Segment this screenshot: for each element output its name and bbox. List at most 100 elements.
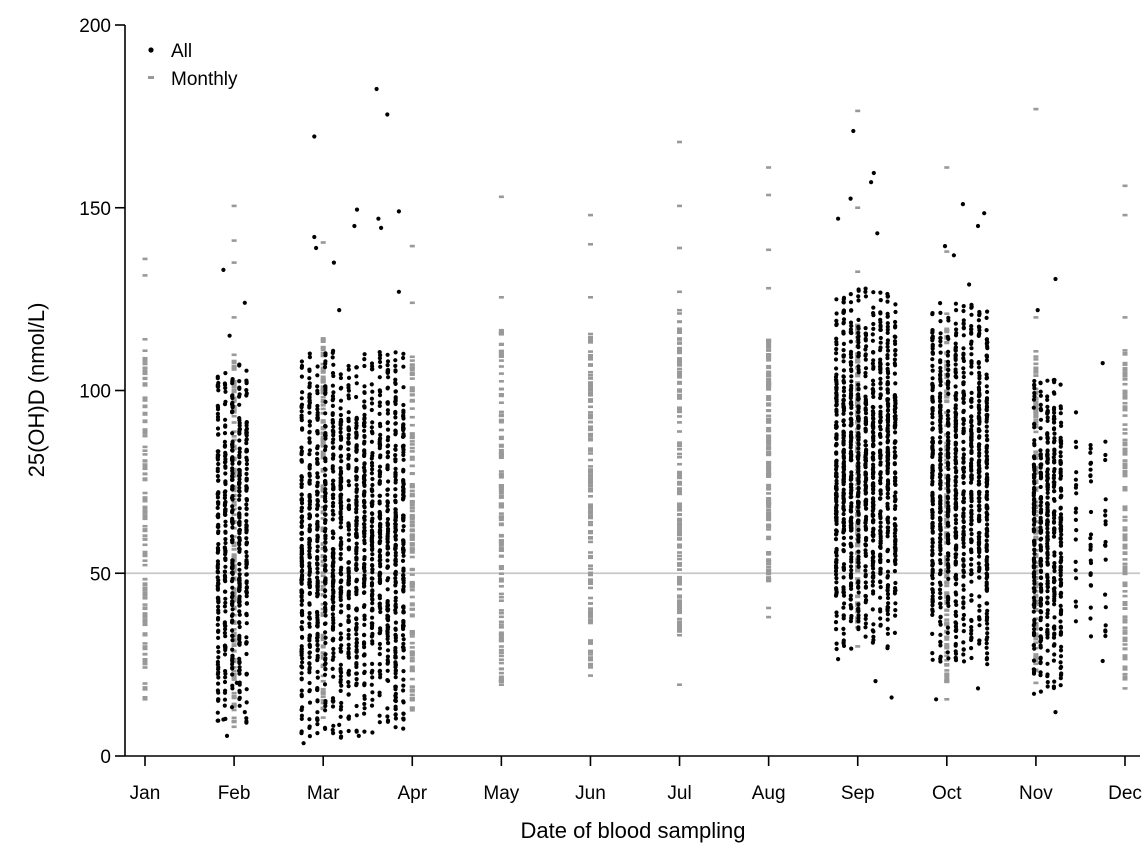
data-point-all: [834, 546, 839, 552]
data-point-all: [299, 531, 304, 536]
data-point-all: [856, 326, 861, 331]
data-point-all: [244, 379, 249, 384]
data-point-all: [849, 374, 854, 379]
data-point-monthly: [409, 667, 415, 671]
data-point-all: [885, 362, 890, 367]
data-point-all: [362, 505, 367, 510]
data-point-all: [307, 655, 312, 660]
data-point-monthly: [1122, 618, 1128, 622]
data-point-all: [330, 638, 336, 643]
data-point-all: [362, 614, 367, 619]
data-point-monthly: [766, 386, 772, 389]
data-point-monthly: [231, 239, 237, 242]
data-point-all: [229, 595, 235, 600]
data-point-all: [401, 482, 406, 487]
data-point-monthly: [498, 443, 504, 447]
data-point-all: [362, 433, 367, 439]
data-point-all: [338, 500, 344, 505]
data-point-monthly: [498, 484, 504, 488]
data-point-all: [223, 389, 228, 394]
data-point-all: [848, 528, 854, 533]
data-point-all: [370, 608, 375, 613]
data-point-all: [885, 617, 890, 622]
data-point-all: [323, 456, 328, 461]
data-point-monthly: [588, 642, 593, 645]
data-point-monthly: [498, 505, 504, 509]
data-point-all: [362, 468, 367, 473]
data-point-all: [863, 331, 869, 336]
data-point-all: [307, 555, 312, 560]
data-point-all: [323, 656, 328, 661]
data-point-monthly: [588, 449, 593, 452]
data-point-all: [841, 348, 846, 353]
data-point-all: [323, 447, 328, 452]
data-point-all: [386, 375, 391, 380]
data-point-all: [362, 441, 367, 446]
data-point-all: [385, 499, 390, 504]
data-point-monthly: [588, 480, 593, 484]
data-point-all: [885, 482, 891, 487]
data-point-monthly: [588, 666, 593, 669]
data-point-monthly: [498, 380, 504, 383]
data-point-monthly: [142, 509, 148, 513]
data-point-all: [393, 610, 398, 615]
data-point-all: [841, 374, 846, 379]
data-point-all: [870, 378, 876, 383]
data-point-monthly: [677, 441, 682, 444]
data-point-all: [339, 539, 344, 545]
data-point-all: [338, 406, 343, 411]
data-point-monthly: [320, 398, 326, 402]
data-point-all: [315, 731, 320, 736]
data-point-all: [841, 300, 846, 305]
data-point-monthly: [1122, 590, 1128, 593]
data-point-monthly: [498, 623, 504, 626]
data-point-all: [331, 618, 336, 623]
data-point-all: [244, 613, 249, 618]
data-point-all: [863, 491, 868, 496]
data-point-all: [370, 420, 375, 425]
data-point-all: [385, 408, 390, 413]
data-point-all: [841, 616, 846, 621]
data-point-all: [878, 554, 883, 559]
data-point-monthly: [588, 398, 593, 401]
data-point-all: [299, 458, 304, 463]
data-point-all: [300, 656, 305, 661]
data-point-all: [354, 494, 359, 499]
data-point-all: [377, 693, 382, 698]
data-point-monthly: [320, 657, 326, 660]
data-point-all: [856, 616, 861, 621]
data-point-all: [346, 684, 351, 689]
data-point-monthly: [498, 393, 504, 396]
data-point-monthly: [409, 646, 415, 649]
data-point-all: [870, 558, 875, 563]
data-point-all: [230, 607, 235, 612]
data-point-all: [230, 666, 235, 671]
data-point-monthly: [588, 437, 593, 441]
data-point-monthly: [1122, 678, 1128, 681]
data-point-all: [299, 688, 304, 693]
data-point-all: [315, 548, 320, 554]
data-point-monthly: [231, 544, 237, 548]
data-point-all: [841, 492, 846, 497]
data-point-all: [323, 554, 328, 560]
data-point-all: [834, 576, 839, 581]
data-point-all: [230, 619, 235, 624]
data-point-all: [885, 457, 890, 462]
data-point-monthly: [1122, 546, 1128, 550]
data-point-all: [339, 579, 344, 584]
data-point-all: [842, 601, 847, 606]
data-point-all: [834, 420, 839, 425]
data-point-monthly: [142, 515, 148, 519]
data-point-monthly: [1033, 418, 1039, 421]
data-point-all: [307, 700, 313, 705]
data-point-monthly: [231, 703, 237, 707]
data-point-all: [230, 571, 235, 577]
data-point-all: [841, 295, 847, 300]
data-point-monthly: [320, 387, 326, 390]
data-point-all: [401, 711, 406, 716]
data-point-all: [370, 552, 375, 557]
data-point-all: [863, 527, 869, 532]
data-point-all: [323, 548, 328, 553]
data-point-all: [354, 713, 359, 718]
data-point-monthly: [231, 676, 237, 680]
